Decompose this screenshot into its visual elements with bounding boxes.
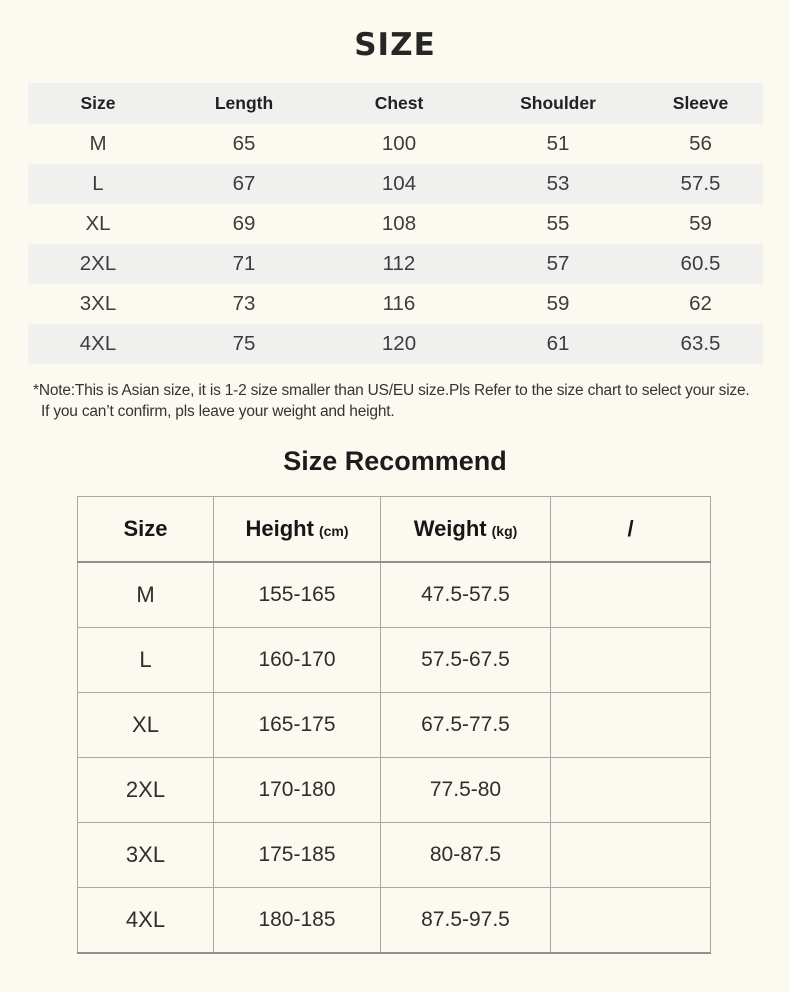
col-header-chest: Chest [320,83,478,124]
measurement-row-4xl: 4XL 75 120 61 63.5 [28,324,763,364]
cell-size: XL [85,212,111,235]
measurement-row-2xl: 2XL 71 112 57 60.5 [28,244,763,284]
cell-chest: 116 [382,292,416,315]
recommend-table: Size Height (cm) Weight (kg) / M 155-165 4… [77,496,711,954]
recommend-row-4xl: 4XL 180-185 87.5-97.5 [77,887,711,954]
cell-size: M [77,561,214,628]
cell-extra [550,757,711,823]
col-header-slash: / [550,496,711,563]
cell-sleeve: 62 [689,292,712,315]
cell-weight: 80-87.5 [380,822,551,888]
col-header-sleeve: Sleeve [638,83,763,124]
cell-sleeve: 59 [689,212,712,235]
cell-weight: 57.5-67.5 [380,627,551,693]
recommend-title: Size Recommend [283,446,507,476]
page-title: SIZE [354,27,436,63]
cell-weight: 77.5-80 [380,757,551,823]
cell-weight: 67.5-77.5 [380,692,551,758]
measurement-table: Size Length Chest Shoulder Sleeve M 65 1… [28,83,763,364]
note-line-1: *Note:This is Asian size, it is 1-2 size… [33,382,750,399]
cell-size: 2XL [77,757,214,823]
cell-shoulder: 53 [478,164,638,204]
cell-chest: 112 [320,244,478,284]
cell-shoulder: 61 [478,324,638,364]
measurement-header-row: Size Length Chest Shoulder Sleeve [28,83,763,124]
recommend-row-3xl: 3XL 175-185 80-87.5 [77,822,711,888]
cell-chest: 100 [381,132,417,155]
col-header-slash-label: / [627,516,634,541]
col-header-height: Height (cm) [213,496,381,563]
cell-length: 65 [232,132,256,155]
size-note: *Note:This is Asian size, it is 1-2 size… [33,380,790,422]
cell-size: 4XL [77,887,214,954]
recommend-header-row: Size Height (cm) Weight (kg) / [77,496,711,563]
measurement-row-m: M 65 100 51 56 [28,124,763,164]
cell-sleeve: 63.5 [638,324,763,364]
cell-shoulder: 57 [478,244,638,284]
measurement-row-l: L 67 104 53 57.5 [28,164,763,204]
cell-extra [550,692,711,758]
cell-height: 155-165 [213,561,381,628]
cell-height: 170-180 [213,757,381,823]
height-unit-label: (cm) [318,523,349,539]
cell-shoulder: 51 [546,132,570,155]
cell-sleeve: 57.5 [638,164,763,204]
col-header-size: Size [77,496,214,563]
cell-extra [550,887,711,954]
cell-weight: 87.5-97.5 [380,887,551,954]
cell-height: 175-185 [213,822,381,888]
measurement-row-xl: XL 69 108 55 59 [28,204,763,244]
recommend-row-2xl: 2XL 170-180 77.5-80 [77,757,711,823]
recommend-row-l: L 160-170 57.5-67.5 [77,627,711,693]
cell-length: 69 [232,212,256,235]
col-header-size-label: Size [123,516,168,541]
cell-weight: 47.5-57.5 [380,561,551,628]
cell-sleeve: 60.5 [638,244,763,284]
cell-shoulder: 59 [546,292,570,315]
cell-extra [550,561,711,628]
recommend-row-m: M 155-165 47.5-57.5 [77,561,711,628]
cell-height: 165-175 [213,692,381,758]
cell-chest: 120 [320,324,478,364]
cell-size: 3XL [77,822,214,888]
measurement-row-3xl: 3XL 73 116 59 62 [28,284,763,324]
col-header-shoulder: Shoulder [478,83,638,124]
cell-length: 73 [232,292,256,315]
cell-shoulder: 55 [546,212,570,235]
col-header-weight: Weight (kg) [380,496,551,563]
cell-length: 67 [168,164,320,204]
cell-size: M [89,132,107,155]
col-header-weight-label: Weight [413,516,487,541]
cell-size: 3XL [79,292,117,315]
cell-size: 4XL [28,324,168,364]
col-header-height-label: Height [245,516,314,541]
weight-unit-label: (kg) [491,523,518,539]
col-header-length: Length [168,83,320,124]
cell-size: L [28,164,168,204]
cell-length: 75 [168,324,320,364]
cell-height: 180-185 [213,887,381,954]
cell-chest: 108 [381,212,417,235]
cell-height: 160-170 [213,627,381,693]
recommend-row-xl: XL 165-175 67.5-77.5 [77,692,711,758]
cell-length: 71 [168,244,320,284]
cell-extra [550,822,711,888]
cell-size: 2XL [28,244,168,284]
cell-size: L [77,627,214,693]
col-header-size: Size [28,83,168,124]
cell-size: XL [77,692,214,758]
note-line-2: If you can’t confirm, pls leave your wei… [41,403,395,420]
cell-chest: 104 [320,164,478,204]
cell-extra [550,627,711,693]
cell-sleeve: 56 [689,132,712,155]
